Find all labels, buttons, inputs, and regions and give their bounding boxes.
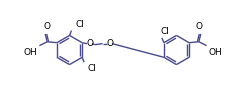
Text: O: O	[196, 22, 203, 31]
Text: OH: OH	[24, 48, 37, 57]
Text: O: O	[107, 39, 114, 48]
Text: OH: OH	[209, 48, 222, 57]
Text: O: O	[43, 22, 50, 31]
Text: Cl: Cl	[88, 64, 97, 73]
Text: Cl: Cl	[75, 20, 84, 29]
Text: O: O	[86, 39, 93, 48]
Text: Cl: Cl	[161, 27, 170, 36]
